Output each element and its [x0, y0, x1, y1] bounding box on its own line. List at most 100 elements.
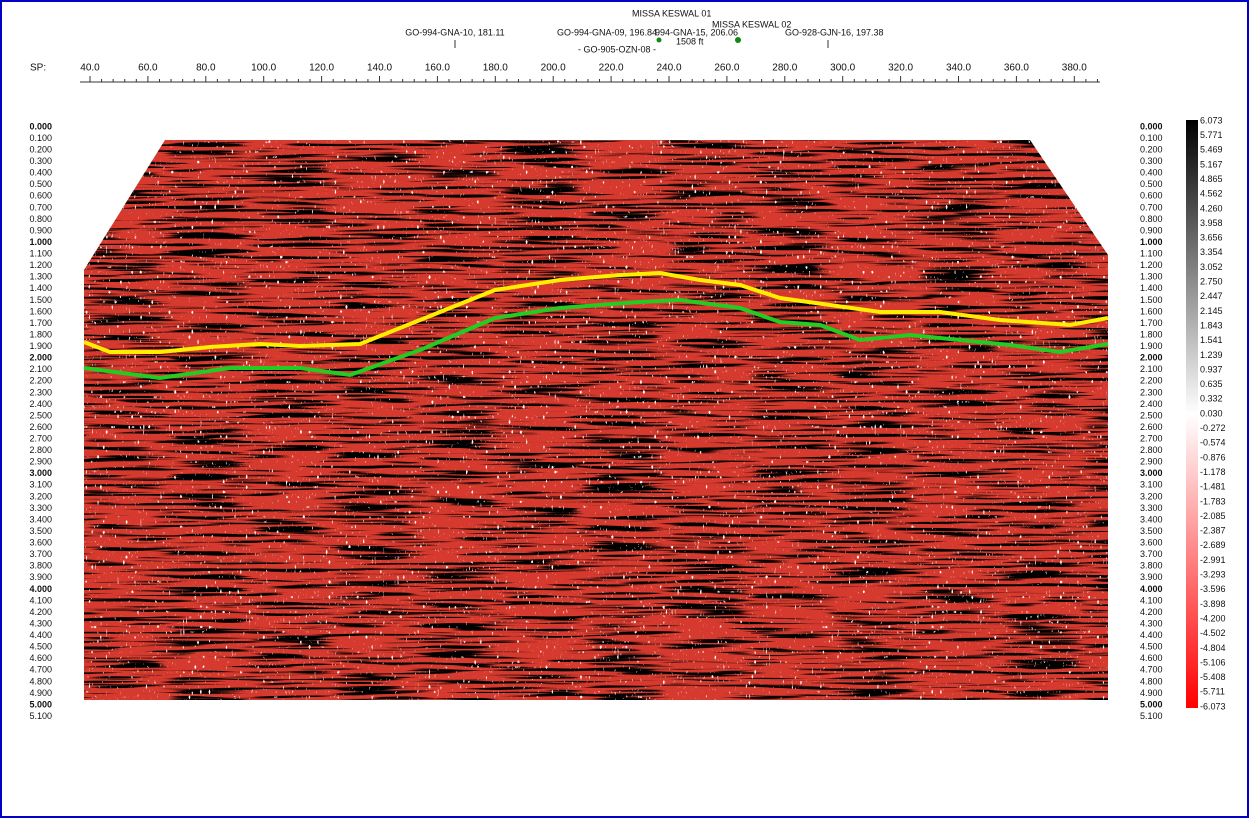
colorbar-label: -4.804 [1200, 643, 1226, 653]
colorbar-label: 1.843 [1200, 320, 1223, 330]
well-label: GO-928-GJN-16, 197.38 [785, 27, 884, 37]
time-label-left: 4.300 [29, 618, 52, 628]
time-label-right: 4.500 [1140, 642, 1163, 652]
time-label-left: 2.200 [29, 376, 52, 386]
colorbar-label: -4.502 [1200, 628, 1226, 638]
time-label-left: 4.800 [29, 676, 52, 686]
time-label-left: 2.100 [29, 364, 52, 374]
time-label-right: 1.000 [1140, 237, 1163, 247]
time-label-left: 1.100 [29, 249, 52, 259]
colorbar-label: 6.073 [1200, 115, 1223, 125]
colorbar-label: 4.865 [1200, 174, 1223, 184]
time-label-left: 4.600 [29, 653, 52, 663]
time-label-right: 2.100 [1140, 364, 1163, 374]
well-label: MISSA KESWAL 02 [712, 19, 791, 29]
colorbar-label: -1.481 [1200, 482, 1226, 492]
colorbar-label: 0.937 [1200, 364, 1223, 374]
time-label-right: 3.200 [1140, 491, 1163, 501]
time-label-left: 0.200 [29, 144, 52, 154]
time-label-right: 4.800 [1140, 676, 1163, 686]
colorbar-label: -0.876 [1200, 452, 1226, 462]
time-label-right: 2.400 [1140, 399, 1163, 409]
colorbar-label: -1.783 [1200, 496, 1226, 506]
time-label-left: 0.500 [29, 179, 52, 189]
time-label-right: 0.900 [1140, 225, 1163, 235]
colorbar-label: -2.387 [1200, 526, 1226, 536]
well-label: GO-994-GNA-09, 196.84 [557, 27, 657, 37]
time-label-left: 4.200 [29, 607, 52, 617]
time-label-right: 2.000 [1140, 353, 1163, 363]
time-label-left: 3.200 [29, 491, 52, 501]
time-label-left: 4.500 [29, 642, 52, 652]
time-label-right: 1.600 [1140, 306, 1163, 316]
colorbar-label: 1.239 [1200, 350, 1223, 360]
time-label-left: 2.400 [29, 399, 52, 409]
time-label-right: 0.800 [1140, 214, 1163, 224]
time-label-left: 1.900 [29, 341, 52, 351]
time-label-left: 3.400 [29, 514, 52, 524]
time-label-right: 4.700 [1140, 665, 1163, 675]
time-label-right: 2.300 [1140, 387, 1163, 397]
time-label-left: 3.000 [29, 468, 52, 478]
time-label-left: 5.000 [29, 699, 52, 709]
time-label-right: 2.700 [1140, 433, 1163, 443]
well-label: MISSA KESWAL 01 [632, 8, 711, 18]
sp-tick-label: 280.0 [772, 63, 797, 74]
time-label-right: 3.600 [1140, 538, 1163, 548]
time-label-right: 1.500 [1140, 295, 1163, 305]
sp-tick-label: 220.0 [599, 63, 624, 74]
time-label-right: 2.500 [1140, 410, 1163, 420]
colorbar-label: -2.689 [1200, 540, 1226, 550]
time-label-right: 3.800 [1140, 561, 1163, 571]
colorbar-label: -3.898 [1200, 599, 1226, 609]
colorbar-label: 4.260 [1200, 203, 1223, 213]
time-label-left: 4.100 [29, 595, 52, 605]
time-label-right: 2.200 [1140, 376, 1163, 386]
colorbar-label: -5.711 [1200, 687, 1225, 697]
time-label-left: 1.500 [29, 295, 52, 305]
time-label-left: 2.600 [29, 422, 52, 432]
colorbar-label: -4.200 [1200, 613, 1226, 623]
time-label-left: 3.600 [29, 538, 52, 548]
colorbar-label: 5.469 [1200, 145, 1223, 155]
time-label-right: 4.900 [1140, 688, 1163, 698]
sp-tick-label: 360.0 [1004, 63, 1029, 74]
time-label-left: 1.000 [29, 237, 52, 247]
time-label-left: 4.700 [29, 665, 52, 675]
time-label-right: 0.000 [1140, 121, 1163, 131]
time-label-left: 2.700 [29, 433, 52, 443]
time-label-right: 3.000 [1140, 468, 1163, 478]
colorbar-label: 4.562 [1200, 189, 1223, 199]
time-label-right: 3.100 [1140, 480, 1163, 490]
time-label-left: 3.700 [29, 549, 52, 559]
time-label-right: 0.200 [1140, 144, 1163, 154]
sp-tick-label: 60.0 [138, 63, 158, 74]
colorbar-label: 3.052 [1200, 262, 1223, 272]
time-label-left: 0.000 [29, 121, 52, 131]
well-label: GO-994-GNA-10, 181.11 [405, 27, 504, 37]
sp-tick-label: 320.0 [888, 63, 913, 74]
time-label-left: 2.500 [29, 410, 52, 420]
time-label-right: 5.000 [1140, 699, 1163, 709]
time-label-right: 4.400 [1140, 630, 1163, 640]
time-label-left: 2.000 [29, 353, 52, 363]
time-label-right: 4.600 [1140, 653, 1163, 663]
colorbar-label: 5.771 [1200, 130, 1223, 140]
time-label-right: 1.900 [1140, 341, 1163, 351]
time-label-left: 4.900 [29, 688, 52, 698]
time-label-left: 0.300 [29, 156, 52, 166]
time-label-right: 2.600 [1140, 422, 1163, 432]
sp-tick-label: 200.0 [541, 63, 566, 74]
well-marker [735, 37, 741, 43]
colorbar-label: 3.354 [1200, 247, 1223, 257]
time-label-left: 0.400 [29, 168, 52, 178]
time-label-right: 0.100 [1140, 133, 1163, 143]
time-label-right: 4.100 [1140, 595, 1163, 605]
colorbar-label: -3.596 [1200, 584, 1226, 594]
colorbar-label: 0.332 [1200, 394, 1223, 404]
time-label-right: 0.500 [1140, 179, 1163, 189]
colorbar-label: 2.145 [1200, 306, 1223, 316]
time-label-right: 0.400 [1140, 168, 1163, 178]
well-label: - GO-905-OZN-08 - [578, 44, 656, 54]
sp-tick-label: 340.0 [946, 63, 971, 74]
